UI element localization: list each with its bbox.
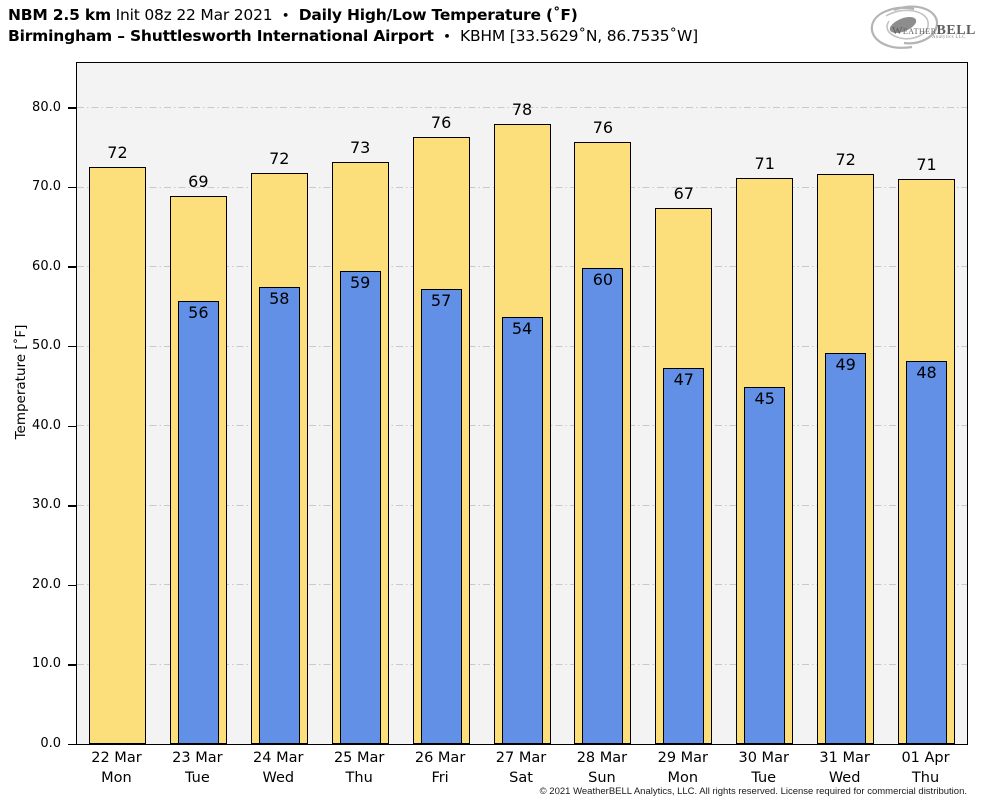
high-value-label: 72 — [835, 150, 856, 170]
x-axis-day-label: Mon — [667, 770, 699, 786]
x-axis-day-label: Thu — [911, 770, 940, 786]
y-tick-label: 60.0 — [32, 258, 61, 274]
chart-subtitle: Birmingham – Shuttlesworth International… — [8, 26, 698, 47]
x-axis-day-label: Sun — [588, 770, 616, 786]
high-value-label: 72 — [269, 148, 290, 168]
low-value-label: 54 — [511, 318, 533, 338]
logo-text-weather: Weather — [892, 25, 937, 37]
logo-subtext: Analytics LLC — [932, 35, 966, 40]
subtitle-separator: • — [443, 30, 451, 43]
x-axis-date-label: 27 Mar — [495, 750, 547, 766]
low-bar — [501, 316, 543, 744]
low-value-label: 49 — [835, 355, 856, 375]
high-value-label: 69 — [188, 171, 209, 191]
low-bar — [339, 271, 381, 744]
low-value-label: 47 — [673, 370, 694, 390]
y-tick-label: 10.0 — [32, 656, 61, 672]
y-tick-label: 30.0 — [32, 497, 61, 513]
low-bar — [744, 386, 786, 744]
x-axis-day-label: Fri — [431, 770, 449, 786]
low-value-label: 57 — [430, 290, 452, 310]
low-bar — [582, 268, 624, 744]
y-tick-mark — [68, 186, 76, 189]
y-tick-label: 70.0 — [32, 179, 61, 195]
logo-text: WeatherBELL — [892, 21, 976, 39]
low-bar — [825, 353, 867, 744]
x-axis-date-label: 28 Mar — [576, 750, 628, 766]
x-axis-day-label: Mon — [101, 770, 132, 786]
low-value-label: 59 — [349, 273, 371, 293]
low-bar — [177, 300, 219, 744]
high-value-label: 67 — [673, 183, 694, 203]
low-value-label: 48 — [916, 363, 937, 383]
y-tick-label: 20.0 — [32, 576, 61, 592]
low-bar — [663, 368, 705, 744]
low-value-label: 58 — [269, 288, 290, 308]
y-tick-mark — [68, 345, 76, 348]
title-model: NBM 2.5 km — [8, 6, 111, 24]
y-tick-mark — [68, 107, 76, 109]
plot-area: 72 69 56 72 58 73 59 76 57 78 54 76 60 67 47 71 45 72 49 71… — [76, 62, 968, 745]
logo-swirl-icon — [870, 5, 939, 49]
y-tick-mark — [68, 266, 76, 268]
y-tick-label: 40.0 — [32, 417, 61, 433]
y-tick-mark — [68, 584, 76, 587]
x-axis-date-label: 25 Mar — [333, 750, 385, 766]
x-axis-day-label: Wed — [262, 770, 295, 786]
x-axis-date-label: 23 Mar — [172, 750, 223, 766]
low-value-label: 45 — [754, 388, 775, 408]
high-value-label: 76 — [592, 117, 614, 137]
logo-text-bell: BELL — [936, 23, 976, 38]
chart-title: NBM 2.5 km Init 08z 22 Mar 2021 • Daily … — [8, 5, 578, 26]
high-value-label: 71 — [916, 155, 937, 175]
x-axis-date-label: 29 Mar — [657, 750, 709, 766]
x-axis-day-label: Sat — [509, 770, 533, 786]
copyright-notice: © 2021 WeatherBELL Analytics, LLC. All r… — [539, 786, 967, 797]
y-tick-label: 80.0 — [32, 99, 61, 115]
y-tick-mark — [68, 743, 76, 746]
y-tick-mark — [68, 505, 76, 507]
low-bar — [258, 286, 300, 744]
low-value-label: 60 — [592, 270, 614, 290]
x-axis-day-label: Wed — [828, 770, 861, 786]
title-product: Daily High/Low Temperature (˚F) — [298, 6, 578, 24]
x-axis-date-label: 26 Mar — [414, 750, 466, 766]
low-bar — [420, 288, 462, 744]
x-axis-day-label: Thu — [345, 770, 373, 786]
y-tick-mark — [68, 664, 76, 666]
title-init: Init 08z 22 Mar 2021 — [115, 6, 273, 24]
high-value-label: 76 — [430, 112, 452, 132]
x-axis-date-label: 30 Mar — [738, 750, 789, 766]
high-value-label: 78 — [511, 100, 533, 120]
low-value-label: 56 — [188, 302, 209, 322]
high-bar — [88, 167, 146, 744]
high-value-label: 72 — [107, 143, 128, 163]
title-separator: • — [282, 9, 289, 22]
weatherbell-logo: WeatherBELL Analytics LLC — [866, 4, 978, 50]
x-axis-date-label: 22 Mar — [91, 750, 142, 766]
high-value-label: 71 — [754, 153, 775, 173]
x-axis-day-label: Tue — [751, 770, 777, 786]
x-axis: 22 Mar Mon 23 Mar Tue 24 Mar Wed 25 Mar Thu 26 M… — [76, 747, 966, 791]
station-id: KBHM [33.5629˚N, 86.7535˚W] — [460, 27, 698, 45]
x-axis-date-label: 24 Mar — [253, 750, 304, 766]
y-tick-label: 0.0 — [40, 736, 61, 751]
gridline — [77, 107, 967, 109]
x-axis-day-label: Tue — [184, 770, 210, 786]
y-tick-label: 50.0 — [32, 338, 61, 354]
high-value-label: 73 — [349, 137, 371, 157]
y-axis: 0.0 10.0 20.0 30.0 40.0 50.0 60.0 70.0 80.0 — [0, 62, 76, 751]
x-axis-date-label: 31 Mar — [819, 750, 870, 766]
y-tick-mark — [68, 425, 76, 428]
station-name: Birmingham – Shuttlesworth International… — [8, 27, 434, 45]
x-axis-date-label: 01 Apr — [901, 750, 950, 766]
y-axis-title: Temperature [˚F] — [13, 324, 29, 440]
low-bar — [906, 361, 948, 744]
